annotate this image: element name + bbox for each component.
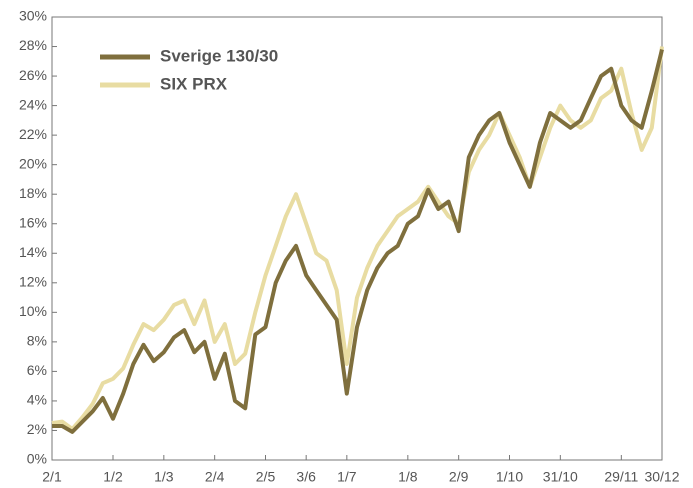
x-tick-label: 1/3: [154, 469, 174, 485]
x-tick-label: 29/11: [604, 469, 638, 485]
legend-label: SIX PRX: [160, 74, 228, 93]
x-tick-label: 1/7: [337, 469, 357, 485]
y-tick-label: 28%: [19, 37, 47, 53]
series-line: [52, 49, 664, 434]
legend-label: Sverige 130/30: [160, 46, 278, 65]
x-tick-label: 1/10: [496, 469, 523, 485]
x-tick-label: 30/12: [644, 469, 679, 485]
y-tick-label: 14%: [19, 244, 47, 260]
x-tick-label: 1/2: [103, 469, 123, 485]
x-tick-label: 31/10: [543, 469, 578, 485]
y-tick-label: 16%: [19, 214, 47, 230]
y-tick-label: 18%: [19, 185, 47, 201]
x-tick-label: 1/8: [398, 469, 418, 485]
y-tick-label: 2%: [27, 421, 47, 437]
x-tick-label: 2/5: [256, 469, 276, 485]
y-tick-label: 10%: [19, 303, 47, 319]
y-tick-label: 26%: [19, 67, 47, 83]
y-tick-label: 0%: [27, 451, 47, 467]
series-line: [51, 46, 664, 431]
y-tick-label: 6%: [27, 362, 47, 378]
y-tick-label: 24%: [19, 96, 47, 112]
x-tick-label: 3/6: [296, 469, 316, 485]
y-tick-label: 30%: [19, 8, 47, 24]
x-tick-label: 2/4: [205, 469, 225, 485]
y-tick-label: 4%: [27, 392, 47, 408]
y-tick-label: 22%: [19, 126, 47, 142]
y-tick-label: 12%: [19, 274, 47, 290]
y-tick-label: 8%: [27, 333, 47, 349]
x-tick-label: 2/1: [42, 469, 62, 485]
y-tick-label: 20%: [19, 155, 47, 171]
x-tick-label: 2/9: [449, 469, 469, 485]
plot-frame: [51, 16, 663, 461]
